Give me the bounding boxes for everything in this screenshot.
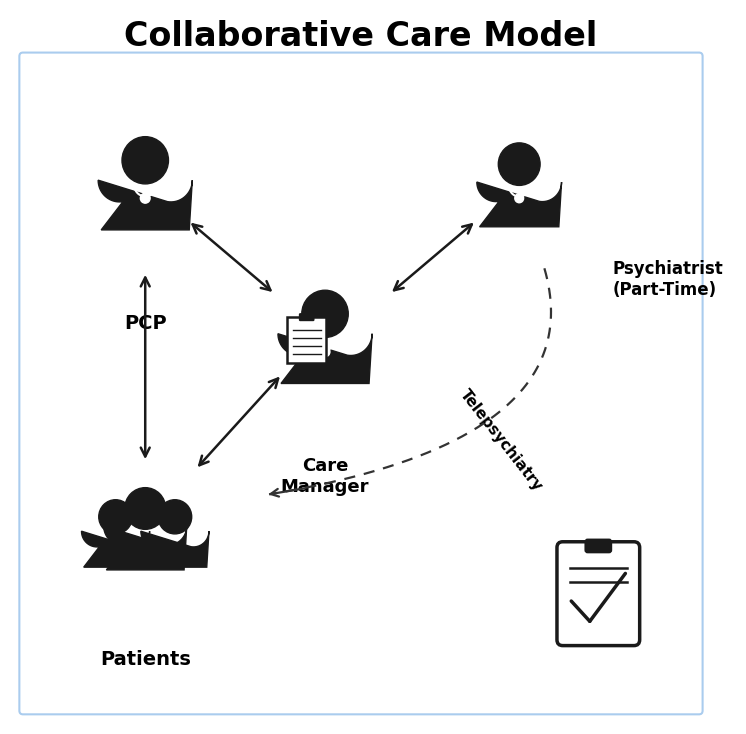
Circle shape xyxy=(498,143,540,186)
FancyBboxPatch shape xyxy=(287,317,327,363)
Circle shape xyxy=(320,346,330,357)
Text: Collaborative Care Model: Collaborative Care Model xyxy=(125,20,598,53)
Circle shape xyxy=(122,137,169,184)
Polygon shape xyxy=(477,182,562,227)
Polygon shape xyxy=(141,531,209,567)
FancyBboxPatch shape xyxy=(586,539,611,552)
Text: Psychiatrist
(Part-Time): Psychiatrist (Part-Time) xyxy=(612,260,724,299)
Text: Telepsychiatry: Telepsychiatry xyxy=(457,387,545,494)
Polygon shape xyxy=(81,531,150,567)
Text: PCP: PCP xyxy=(124,313,166,333)
Polygon shape xyxy=(278,334,372,383)
Circle shape xyxy=(98,500,132,534)
Text: Care
Manager: Care Manager xyxy=(280,457,369,496)
FancyBboxPatch shape xyxy=(300,314,314,321)
Circle shape xyxy=(125,487,166,529)
FancyBboxPatch shape xyxy=(557,542,639,646)
Polygon shape xyxy=(104,526,186,570)
Circle shape xyxy=(515,194,524,203)
Circle shape xyxy=(158,500,192,534)
Circle shape xyxy=(302,290,348,338)
Circle shape xyxy=(140,193,150,203)
Text: Patients: Patients xyxy=(100,650,191,669)
FancyBboxPatch shape xyxy=(19,53,703,714)
Polygon shape xyxy=(98,180,192,230)
